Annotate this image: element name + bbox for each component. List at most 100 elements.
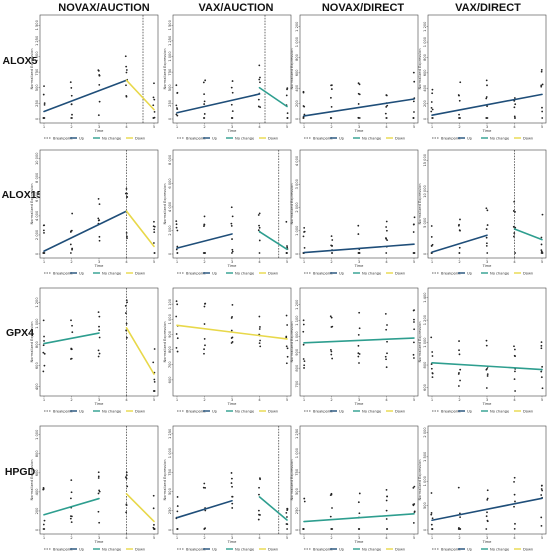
data-point — [413, 321, 415, 323]
data-point — [540, 69, 543, 71]
x-tick-label: 2 — [458, 398, 460, 402]
data-point — [43, 102, 46, 105]
x-tick-label: 2 — [70, 536, 72, 540]
y-axis-label: Normalized Expression — [290, 48, 294, 89]
data-point — [459, 379, 461, 382]
data-point — [541, 387, 544, 390]
legend-label: No change — [490, 409, 510, 413]
y-tick-label: 1 200 — [423, 314, 427, 325]
data-point — [540, 376, 543, 379]
data-point — [153, 523, 155, 526]
data-point — [285, 362, 288, 365]
legend-label: Breakpoint — [441, 547, 461, 551]
legend-label: Up — [79, 409, 85, 413]
data-point — [540, 347, 543, 350]
data-point — [514, 252, 517, 254]
x-axis-label: Time — [94, 540, 105, 544]
x-tick-label: 3 — [98, 536, 100, 540]
x-tick-label: 4 — [513, 398, 516, 402]
y-axis-label: Normalized Expression — [30, 48, 34, 89]
panel-frame — [172, 425, 292, 535]
data-point — [540, 70, 543, 73]
row-label-gpx4: GPX4 — [6, 327, 34, 339]
x-tick-label: 3 — [98, 398, 100, 402]
x-tick-label: 1 — [43, 536, 45, 540]
data-point — [330, 316, 333, 319]
x-axis-label: Time — [227, 264, 238, 268]
data-point — [258, 513, 260, 516]
data-point — [97, 219, 100, 222]
data-point — [43, 340, 45, 342]
data-point — [286, 112, 289, 115]
legend-label: Breakpoint — [313, 547, 333, 551]
data-point — [385, 94, 388, 96]
legend-label: No change — [235, 547, 255, 551]
data-point — [513, 345, 515, 348]
data-point — [358, 528, 360, 530]
data-point — [430, 512, 433, 514]
data-point — [431, 243, 434, 246]
data-point — [485, 344, 488, 347]
data-point — [230, 472, 233, 474]
trend-line-no-change — [513, 228, 543, 241]
y-tick-label: 1 250 — [168, 428, 172, 439]
x-tick-label: 2 — [330, 398, 332, 402]
data-point — [203, 528, 206, 530]
data-point — [175, 315, 178, 318]
data-point — [97, 349, 100, 352]
data-point — [98, 100, 101, 103]
x-tick-label: 3 — [486, 398, 488, 402]
data-point — [458, 349, 460, 352]
data-point — [70, 521, 73, 524]
panel-gpx4-1: 600 700 800 900 1 000 1 100 1 2 3 4 5 Time Normalize… — [163, 287, 292, 413]
panel-alox15-1: 0 2 000 4 000 6 000 8 000 1 2 3 4 5 Time Normalized… — [163, 149, 292, 275]
y-tick-label: 1 500 — [423, 451, 427, 462]
data-point — [258, 252, 261, 254]
legend-label: Down — [523, 136, 533, 140]
y-tick-label: 1 200 — [35, 297, 39, 308]
data-point — [330, 88, 333, 90]
y-tick-label: 800 — [35, 340, 39, 348]
y-tick-label: 1 200 — [295, 299, 299, 310]
data-point — [69, 231, 72, 233]
data-point — [98, 521, 101, 524]
data-point — [513, 378, 516, 380]
data-point — [230, 206, 233, 209]
data-point — [303, 360, 306, 363]
y-tick-label: 0 — [295, 528, 299, 531]
y-axis-label: Normalized Expression — [163, 48, 167, 89]
data-point — [97, 355, 100, 358]
y-tick-label: 1 000 — [168, 313, 172, 324]
data-point — [540, 488, 543, 490]
data-point — [412, 522, 415, 524]
x-tick-label: 4 — [385, 398, 388, 402]
data-point — [513, 97, 516, 99]
data-point — [258, 224, 260, 227]
y-tick-label: 1 500 — [35, 19, 39, 30]
points-group — [175, 472, 289, 530]
data-point — [486, 519, 489, 522]
data-point — [541, 106, 543, 109]
x-axis-label: Time — [354, 540, 365, 544]
y-tick-label: 1 000 — [423, 475, 427, 486]
y-tick-label: 1 000 — [295, 225, 299, 236]
data-point — [357, 103, 360, 105]
legend-label: No change — [235, 271, 255, 275]
y-tick-label: 1 100 — [168, 298, 172, 309]
data-point — [431, 117, 434, 119]
data-point — [358, 252, 361, 254]
x-tick-label: 5 — [153, 125, 155, 129]
data-point — [431, 88, 434, 91]
data-point — [231, 117, 233, 119]
data-point — [230, 222, 233, 225]
data-point — [513, 505, 515, 508]
data-point — [42, 344, 45, 347]
data-point — [512, 210, 515, 212]
data-point — [258, 64, 261, 67]
data-point — [98, 490, 101, 493]
points-group — [175, 64, 289, 119]
x-axis-label: Time — [482, 540, 493, 544]
data-point — [513, 348, 516, 351]
data-point — [485, 528, 488, 530]
panel-frame — [39, 425, 159, 535]
